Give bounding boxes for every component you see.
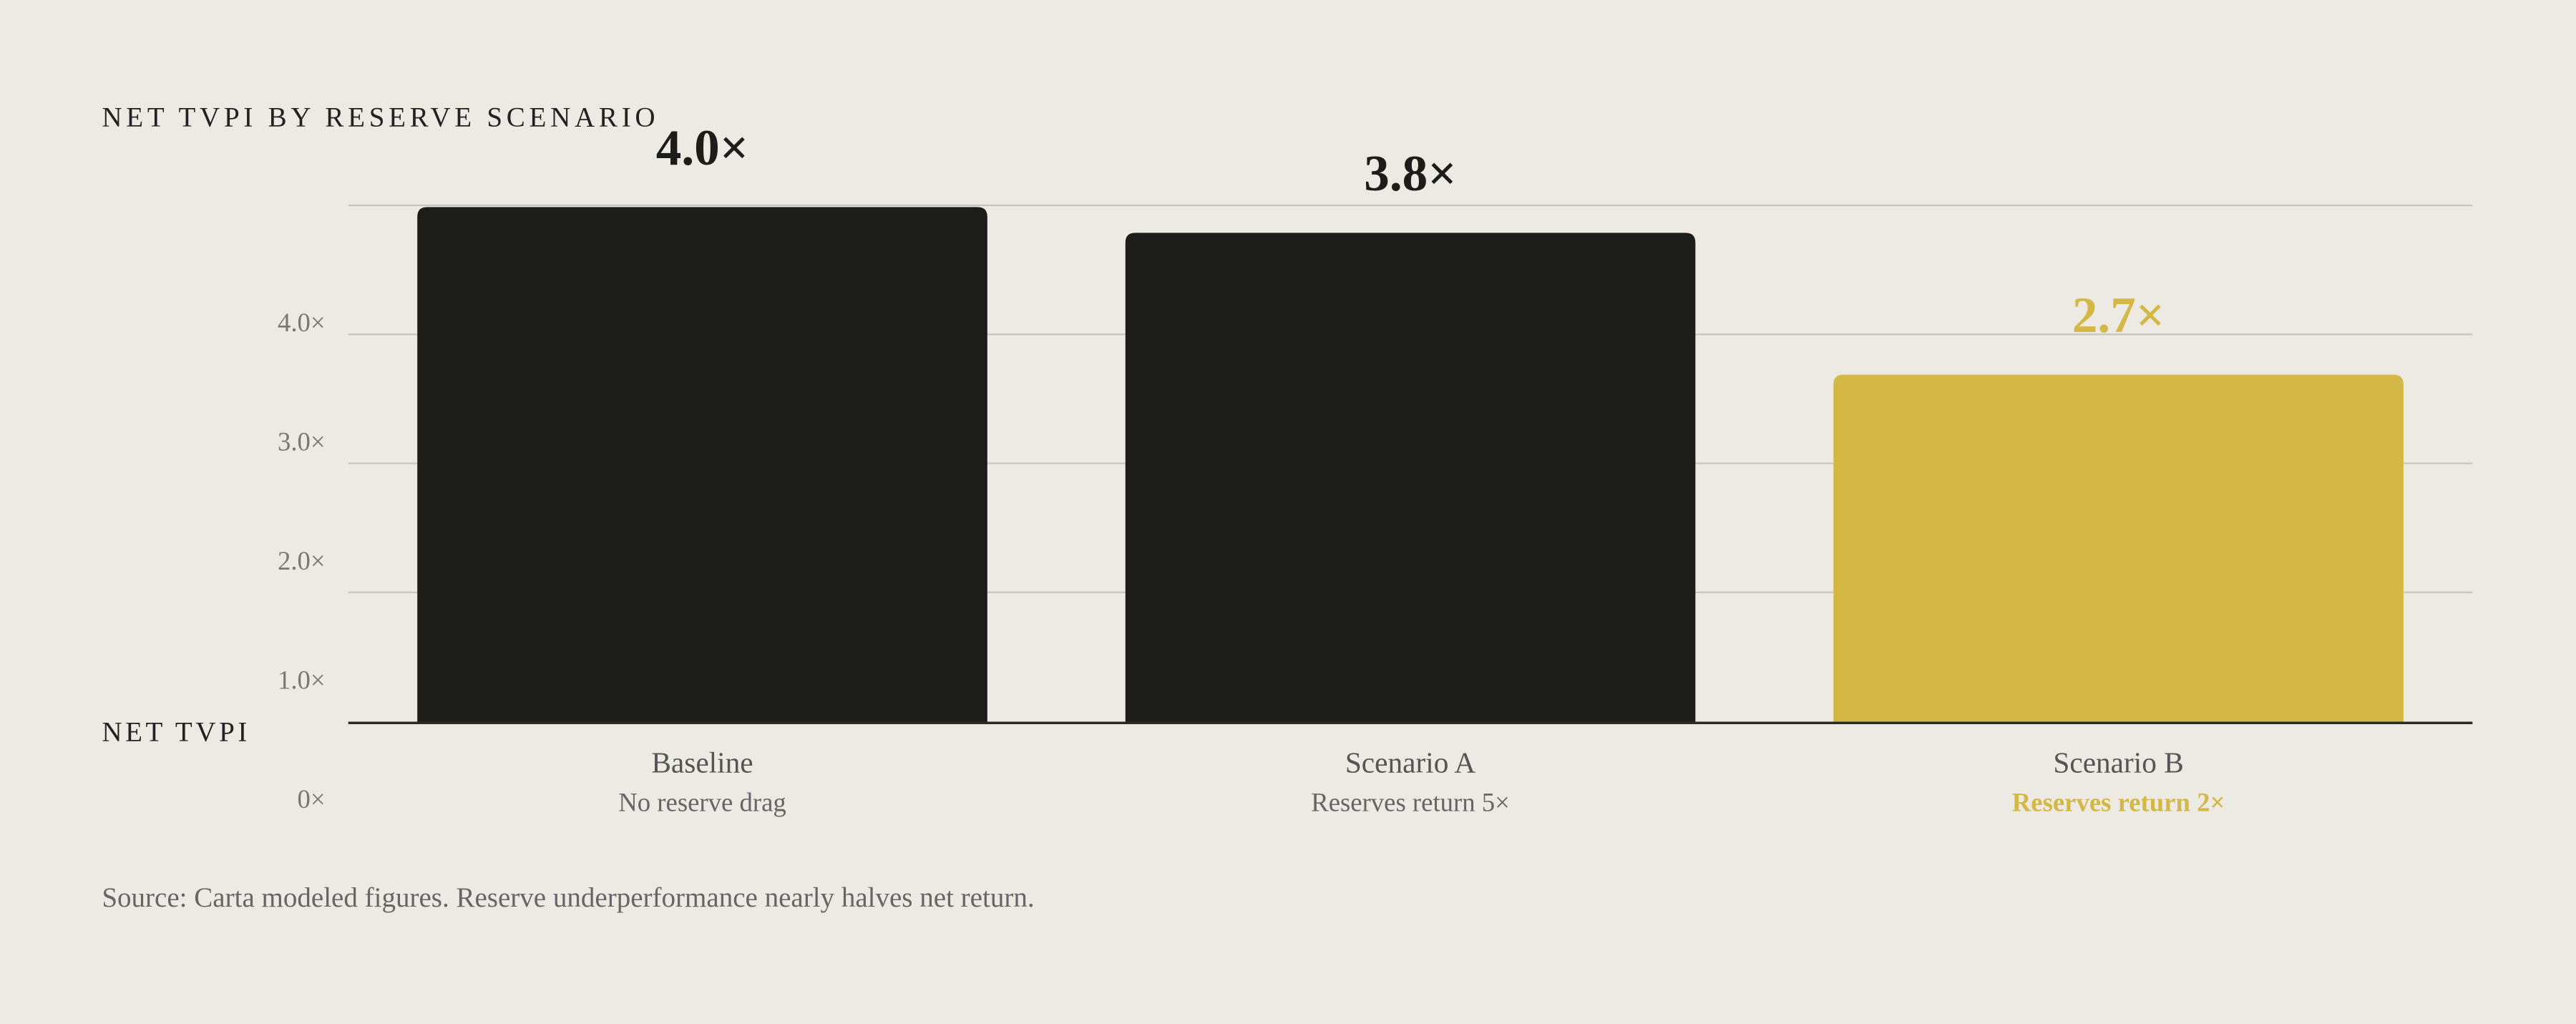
value-label: 4.0×	[656, 120, 749, 176]
chart-title: NET TVPI BY RESERVE SCENARIO	[102, 102, 659, 133]
bar	[1125, 233, 1696, 723]
x-sub-label: Reserves return 2×	[2012, 787, 2225, 816]
x-tick-label: Scenario A	[1345, 746, 1476, 779]
source-note: Source: Carta modeled figures. Reserve u…	[102, 882, 1034, 913]
bar	[417, 207, 987, 723]
x-tick-label: Scenario B	[2053, 746, 2183, 779]
bar	[1833, 374, 2404, 723]
y-tick-label: 3.0×	[278, 427, 326, 457]
x-sub-label: No reserve drag	[618, 787, 786, 816]
value-label: 2.7×	[2072, 288, 2165, 343]
y-tick-label: 4.0×	[278, 308, 326, 337]
y-tick-label: 2.0×	[278, 546, 326, 575]
y-tick-label: 0×	[298, 784, 326, 814]
y-axis-label: NET TVPI	[102, 716, 250, 747]
x-sub-label: Reserves return 5×	[1311, 787, 1510, 816]
value-label: 3.8×	[1364, 146, 1456, 202]
x-tick-label: Baseline	[651, 746, 753, 779]
y-tick-label: 1.0×	[278, 665, 326, 694]
